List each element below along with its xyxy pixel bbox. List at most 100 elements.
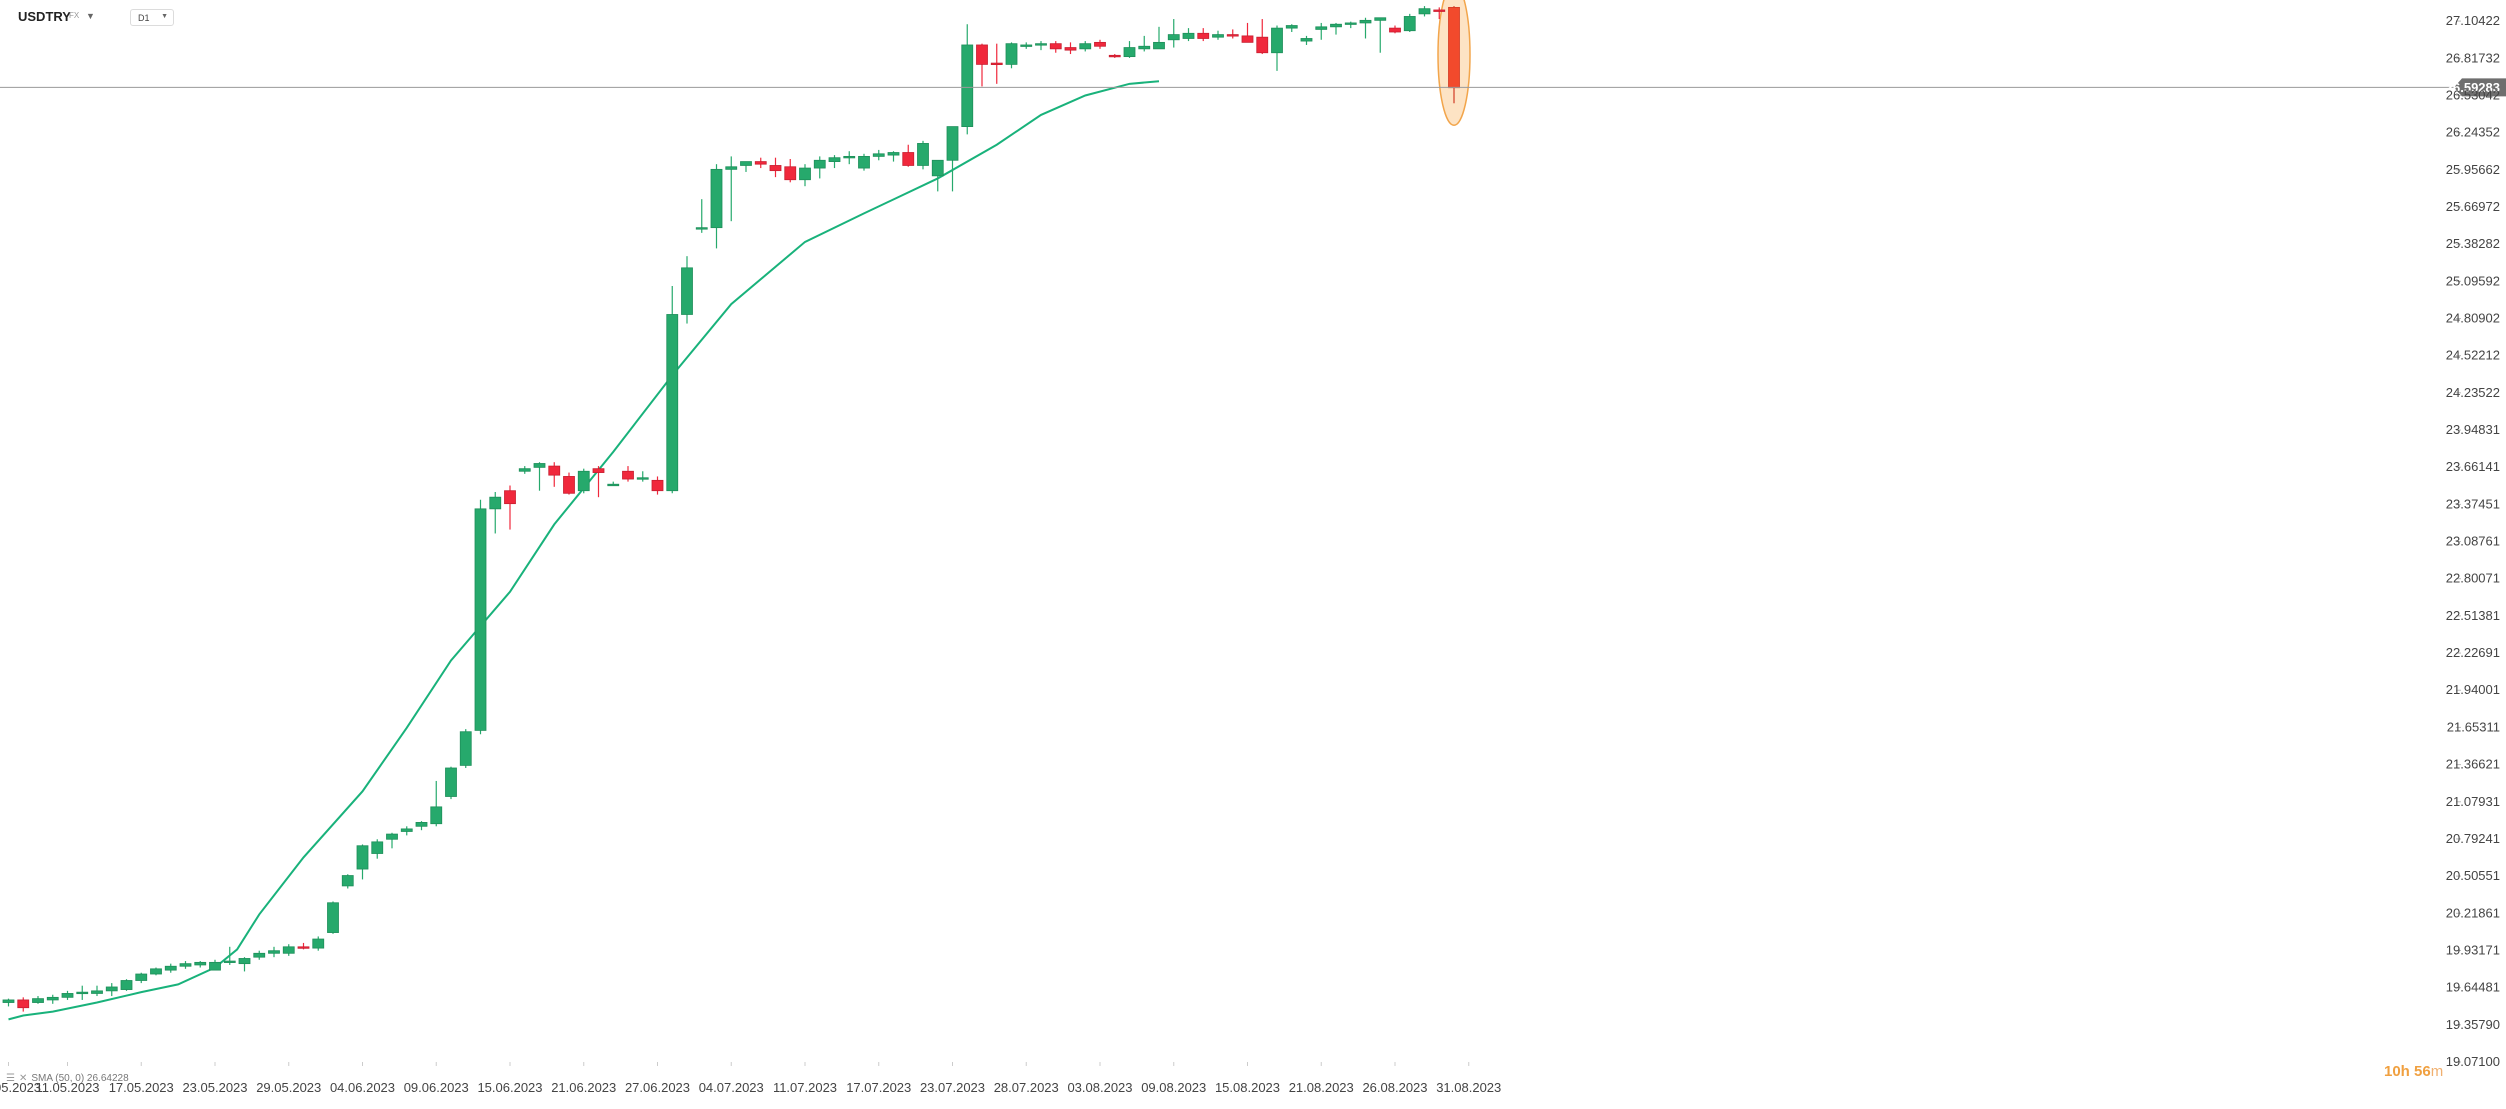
candle-body xyxy=(1330,23,1342,28)
x-tick-label: 15.06.2023 xyxy=(477,1080,542,1095)
x-tick-label: 31.08.2023 xyxy=(1436,1080,1501,1095)
candle-body xyxy=(607,483,620,487)
close-icon[interactable]: ✕ xyxy=(18,1073,28,1084)
current-price-label: 26.59283 xyxy=(2446,80,2500,95)
candle-body xyxy=(1418,8,1431,15)
y-tick-label: 24.80902 xyxy=(2446,310,2500,325)
current-price-layer: 26.59283 xyxy=(0,78,2506,97)
x-tick-label: 11.07.2023 xyxy=(773,1080,837,1095)
candle-body xyxy=(1226,34,1239,37)
sma-layer xyxy=(8,80,1160,1021)
candle-body xyxy=(651,479,664,492)
candle-body xyxy=(961,44,974,127)
x-tick-label: 17.07.2023 xyxy=(846,1080,911,1095)
candle-body xyxy=(135,973,148,981)
candle-body xyxy=(1094,41,1106,47)
y-tick-label: 23.08761 xyxy=(2446,534,2500,549)
candle-body xyxy=(238,958,251,965)
candle-body xyxy=(297,946,310,949)
candle-body xyxy=(1359,19,1372,24)
candle-body xyxy=(740,161,752,166)
candle-body xyxy=(194,961,207,966)
y-tick-label: 19.35790 xyxy=(2446,1017,2500,1032)
y-tick-label: 23.37451 xyxy=(2446,496,2500,511)
y-tick-label: 19.07100 xyxy=(2446,1054,2500,1069)
candle-body xyxy=(445,767,457,797)
candle-body xyxy=(533,463,546,468)
x-tick-label: 27.06.2023 xyxy=(625,1080,690,1095)
countdown-minutes-unit: m xyxy=(2430,1063,2444,1080)
candle-body xyxy=(312,938,325,949)
candle-body xyxy=(474,508,487,731)
y-tick-label: 22.51381 xyxy=(2446,608,2500,623)
candle-body xyxy=(1344,22,1357,25)
candle-body xyxy=(120,980,133,990)
countdown-minutes: 56 xyxy=(2414,1063,2431,1080)
candle-body xyxy=(1315,26,1328,30)
candle-body xyxy=(76,991,89,995)
y-tick-label: 21.65311 xyxy=(2447,719,2500,734)
candle-body xyxy=(799,167,811,181)
indicator-legend[interactable]: ☰ ✕ SMA (50, 0) 26.64228 xyxy=(6,1073,129,1084)
y-tick-label: 24.23522 xyxy=(2446,385,2500,400)
settings-icon[interactable]: ☰ xyxy=(6,1073,15,1084)
x-tick-label: 29.05.2023 xyxy=(256,1080,321,1095)
candle-body xyxy=(61,993,74,998)
candle-body xyxy=(489,496,502,510)
candle-body xyxy=(1182,32,1195,39)
symbol-dropdown-icon[interactable]: ▼ xyxy=(86,11,95,21)
y-tick-label: 25.95662 xyxy=(2446,162,2500,177)
candle-body xyxy=(1079,43,1092,50)
candle-body xyxy=(1167,34,1180,41)
candle-body xyxy=(990,62,1003,66)
timeframe-value: D1 xyxy=(138,13,150,23)
symbol-type-label: FX xyxy=(69,11,80,20)
candle-body xyxy=(563,476,575,494)
candle-body xyxy=(1374,17,1387,21)
y-tick-label: 22.80071 xyxy=(2446,571,2500,586)
x-tick-label: 15.08.2023 xyxy=(1215,1080,1280,1095)
candle-body xyxy=(253,952,266,958)
x-tick-label: 05.05.2023 xyxy=(0,1080,41,1095)
candle-body xyxy=(504,490,516,505)
y-tick-label: 23.66141 xyxy=(2446,459,2500,474)
candle-body xyxy=(548,465,561,476)
candle-body xyxy=(681,267,693,315)
candle-body xyxy=(282,946,295,954)
x-tick-label: 21.08.2023 xyxy=(1289,1080,1354,1095)
candle-body xyxy=(356,845,369,870)
candle-body xyxy=(105,986,118,992)
chevron-down-icon: ▼ xyxy=(161,13,168,20)
sma-line xyxy=(8,80,1160,1021)
x-tick-label: 23.05.2023 xyxy=(182,1080,247,1095)
chart-toolbar: USDTRY FX ▼ D1 ▼ xyxy=(0,0,600,36)
candle-body xyxy=(1241,35,1254,43)
candle-body xyxy=(327,902,339,933)
y-tick-label: 20.79241 xyxy=(2446,831,2500,846)
symbol-label[interactable]: USDTRY xyxy=(18,9,71,24)
candle-body xyxy=(577,470,590,492)
candle-body xyxy=(415,822,428,827)
y-axis: 27.10422 26.81732 26.53042 26.24352 25.95662… xyxy=(2446,13,2500,1069)
y-tick-label: 27.10422 xyxy=(2446,13,2500,28)
candle-body xyxy=(622,470,634,480)
candles-layer xyxy=(2,6,1460,1012)
candle-body xyxy=(710,168,723,229)
candle-body xyxy=(386,833,398,840)
candle-body xyxy=(636,477,649,480)
x-tick-label: 03.08.2023 xyxy=(1067,1080,1132,1095)
candle-body xyxy=(1005,43,1018,65)
candle-body xyxy=(1271,27,1283,54)
x-tick-label: 28.07.2023 xyxy=(994,1080,1059,1095)
candle-body xyxy=(917,143,929,166)
x-tick-label: 04.06.2023 xyxy=(330,1080,395,1095)
candle-body xyxy=(725,166,738,170)
x-tick-label: 11.05.2023 xyxy=(35,1080,99,1095)
candle-body xyxy=(902,152,915,166)
candle-body xyxy=(784,166,797,181)
candle-body xyxy=(887,152,900,156)
candle-body xyxy=(1123,47,1136,58)
y-tick-label: 25.38282 xyxy=(2446,236,2500,251)
timeframe-select[interactable]: D1 ▼ xyxy=(130,9,174,26)
